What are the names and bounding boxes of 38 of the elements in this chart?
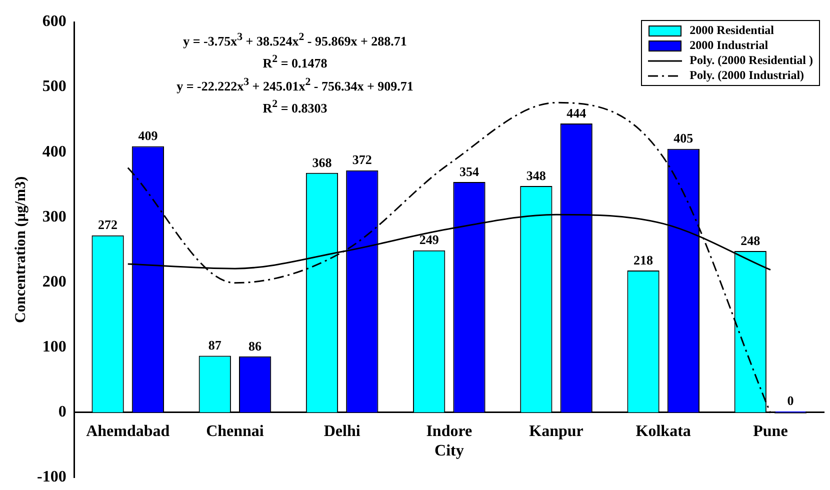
x-tick-label: Ahemdabad <box>86 423 170 440</box>
annotation: y = -3.75x$^{3}$ + 38.524x$^{2}$ - 95.869x + 288.71 <box>182 30 408 50</box>
data-label: 86 <box>248 338 262 354</box>
y-tick-label: 300 <box>42 208 66 226</box>
x-tick-label: Delhi <box>324 423 361 440</box>
y-tick-label: 0 <box>58 403 66 420</box>
y-tick-label: 200 <box>42 273 66 290</box>
y-tick-label: 100 <box>42 338 66 356</box>
y-tick-label: 500 <box>42 78 66 96</box>
annotation: R$^{2}$ = 0.8303 <box>262 96 328 118</box>
y-tick-label: 600 <box>42 13 66 30</box>
data-label: 249 <box>419 232 440 248</box>
x-tick-label: Kanpur <box>529 423 584 440</box>
data-label: 354 <box>459 164 480 179</box>
data-label: 272 <box>98 217 118 232</box>
x-tick-label: Pune <box>753 423 788 440</box>
data-label: 368 <box>312 154 332 170</box>
legend-label: Poly. (2000 Industrial) <box>690 68 804 83</box>
y-tick-label: 400 <box>42 143 66 160</box>
y-tick-label: -100 <box>37 468 66 486</box>
legend-label: Poly. (2000 Residential ) <box>690 53 813 68</box>
data-label: 444 <box>566 105 587 120</box>
x-tick-label: Kolkata <box>636 423 691 440</box>
data-label: 87 <box>208 338 222 353</box>
data-label: 348 <box>526 168 546 183</box>
data-label: 0 <box>787 393 794 408</box>
data-label: 248 <box>740 232 761 248</box>
legend-label: 2000 Residential <box>690 23 774 38</box>
x-tick-label: Indore City <box>426 423 472 460</box>
annotation: y = -22.222x$^{3}$ + 245.01x$^{2}$ - 756.34x + 909.71 <box>176 74 414 95</box>
x-tick-label: Chennai <box>206 423 264 440</box>
annotation: R$^{2}$ = 0.1478 <box>262 52 328 73</box>
data-label: 409 <box>138 128 158 144</box>
data-label: 405 <box>674 130 694 146</box>
data-label: 218 <box>634 252 654 268</box>
legend-label: 2000 Industrial <box>690 38 768 53</box>
y-axis-title: Concentration (µg/m3) <box>12 176 29 323</box>
data-label: 372 <box>352 152 372 168</box>
